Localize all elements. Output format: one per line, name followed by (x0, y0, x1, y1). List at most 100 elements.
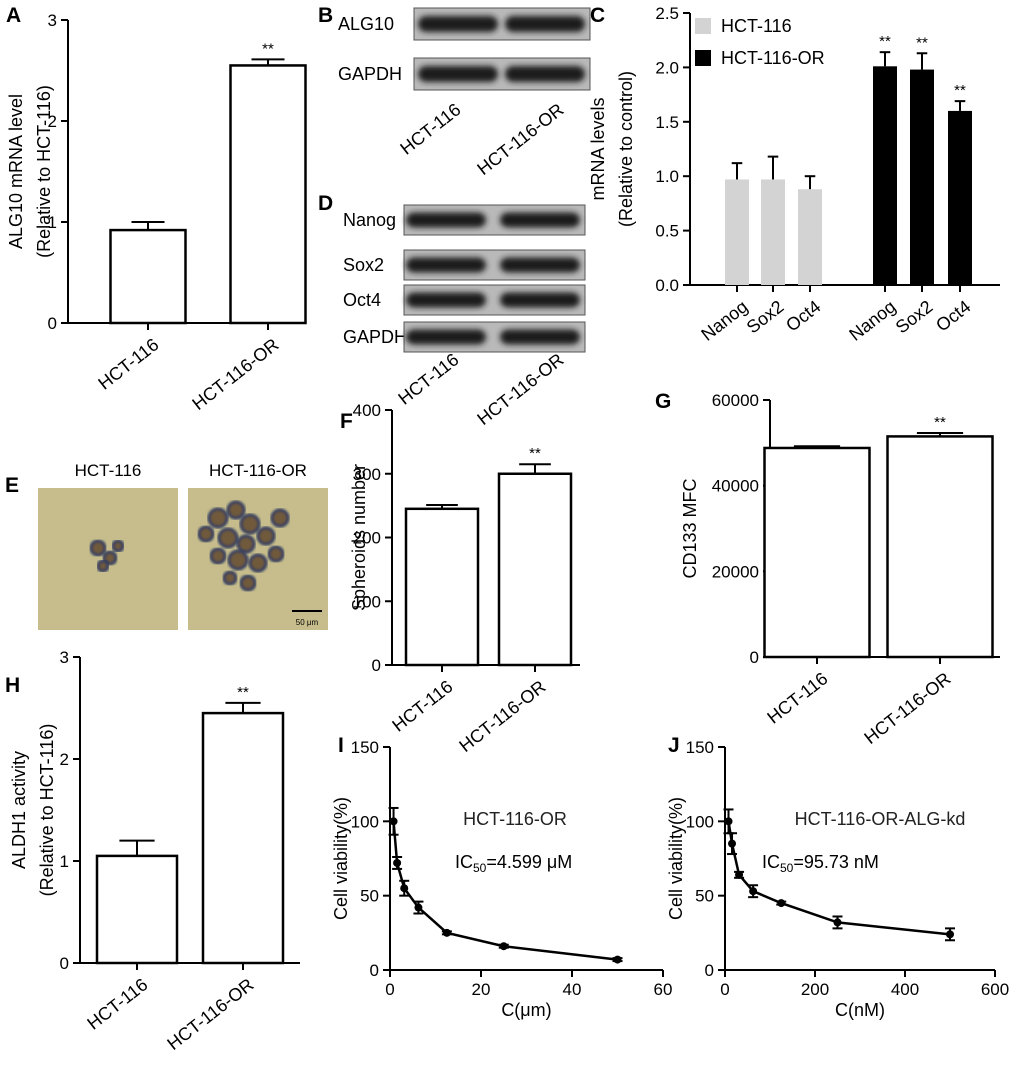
image-label: HCT-116 (75, 461, 142, 480)
point (749, 887, 758, 896)
point (400, 884, 409, 893)
y-tick-label: 1 (60, 852, 69, 871)
y-axis-label: ALG10 mRNA level (6, 94, 26, 249)
point (728, 839, 737, 848)
cell (222, 570, 238, 586)
point (442, 928, 451, 937)
x-tick-label: HCT-116 (94, 334, 162, 393)
bar (497, 472, 573, 667)
legend-label: HCT-116 (721, 16, 792, 36)
blot-band (406, 329, 486, 345)
annotation: HCT-116-OR-ALG-kd (795, 809, 966, 829)
point (389, 817, 398, 826)
blot-band (406, 257, 486, 273)
x-tick-label: 600 (981, 980, 1009, 999)
cell (209, 547, 227, 565)
blot-column-label: HCT-116-OR (473, 99, 567, 179)
bar (910, 69, 934, 286)
bar (873, 66, 897, 285)
x-tick-label: HCT-116 (763, 668, 831, 727)
panel-letter: D (318, 192, 333, 215)
point (777, 899, 786, 908)
point (393, 858, 402, 867)
cell (239, 574, 257, 592)
x-tick-label: 60 (654, 980, 673, 999)
y-tick-label: 150 (686, 738, 714, 757)
y-axis-label: CD133 MFC (680, 478, 700, 578)
x-tick-label: HCT-116 (83, 974, 151, 1033)
significance: ** (916, 34, 928, 51)
bar (404, 507, 480, 667)
y-tick-label: 2 (48, 112, 57, 131)
y-tick-label: 100 (351, 812, 379, 831)
blot-band (406, 212, 486, 228)
significance: ** (529, 445, 541, 462)
y-tick-label: 0.0 (655, 276, 679, 295)
bar (798, 189, 822, 285)
y-tick-label: 0 (372, 656, 381, 675)
blot-row-label: Sox2 (343, 255, 384, 275)
significance: ** (934, 414, 946, 431)
panel-letter: H (5, 674, 20, 697)
blot-band (505, 66, 585, 82)
panel-letter: E (5, 474, 19, 497)
y-tick-label: 0 (48, 314, 57, 333)
bar (886, 435, 994, 659)
x-tick-label: Oct4 (932, 296, 974, 335)
x-axis-label: C(nM) (835, 1000, 885, 1020)
y-tick-label: 1.0 (655, 167, 679, 186)
panel-letter: C (590, 4, 605, 27)
point (724, 817, 733, 826)
bar (109, 228, 187, 325)
cell (270, 508, 290, 528)
y-tick-label: 3 (60, 648, 69, 667)
ic50-part: =4.599 μM (486, 852, 572, 872)
ic50-annotation: IC50=4.599 μM (455, 852, 572, 875)
x-tick-label: Sox2 (743, 296, 788, 337)
ic50-part: 50 (780, 861, 794, 875)
blot-row-label: GAPDH (343, 327, 407, 347)
point (735, 870, 744, 879)
x-tick-label: Oct4 (782, 296, 824, 335)
x-tick-label: 20 (472, 980, 491, 999)
cell (89, 539, 107, 557)
x-tick-label: HCT-116-OR (455, 676, 549, 756)
panel-letter: A (6, 4, 21, 27)
blot-row-label: GAPDH (338, 64, 402, 84)
y-tick-label: 200 (353, 529, 381, 548)
bar (725, 179, 749, 285)
ic50-part: 50 (473, 861, 487, 875)
blot-band (418, 16, 498, 32)
cell (267, 545, 285, 563)
y-tick-label: 20000 (712, 562, 759, 581)
blot-band (500, 292, 580, 308)
bar (95, 854, 179, 965)
y-tick-label: 0.5 (655, 222, 679, 241)
x-axis-label: C(μm) (501, 1000, 551, 1020)
cell (96, 559, 110, 573)
cell (226, 500, 246, 520)
blot-row-label: Nanog (343, 210, 396, 230)
legend-label: HCT-116-OR (721, 48, 825, 68)
point (414, 903, 423, 912)
y-axis-label: (Relative to control) (616, 71, 636, 227)
line (392, 821, 618, 961)
panel-letter: B (318, 4, 333, 27)
x-tick-label: 400 (891, 980, 919, 999)
blot-band (500, 212, 580, 228)
y-tick-label: 300 (353, 465, 381, 484)
y-tick-label: 0 (60, 954, 69, 973)
cell (197, 525, 215, 543)
blot-column-label: HCT-116 (394, 349, 462, 408)
ic50-part: =95.73 nM (793, 852, 879, 872)
point (499, 942, 508, 951)
bar (201, 711, 285, 965)
cell (207, 507, 229, 529)
x-tick-label: HCT-116 (388, 676, 456, 735)
ic50-annotation: IC50=95.73 nM (762, 852, 879, 875)
cell (236, 534, 256, 554)
x-tick-label: 0 (385, 980, 394, 999)
blot-band (406, 292, 486, 308)
cell (256, 526, 276, 546)
